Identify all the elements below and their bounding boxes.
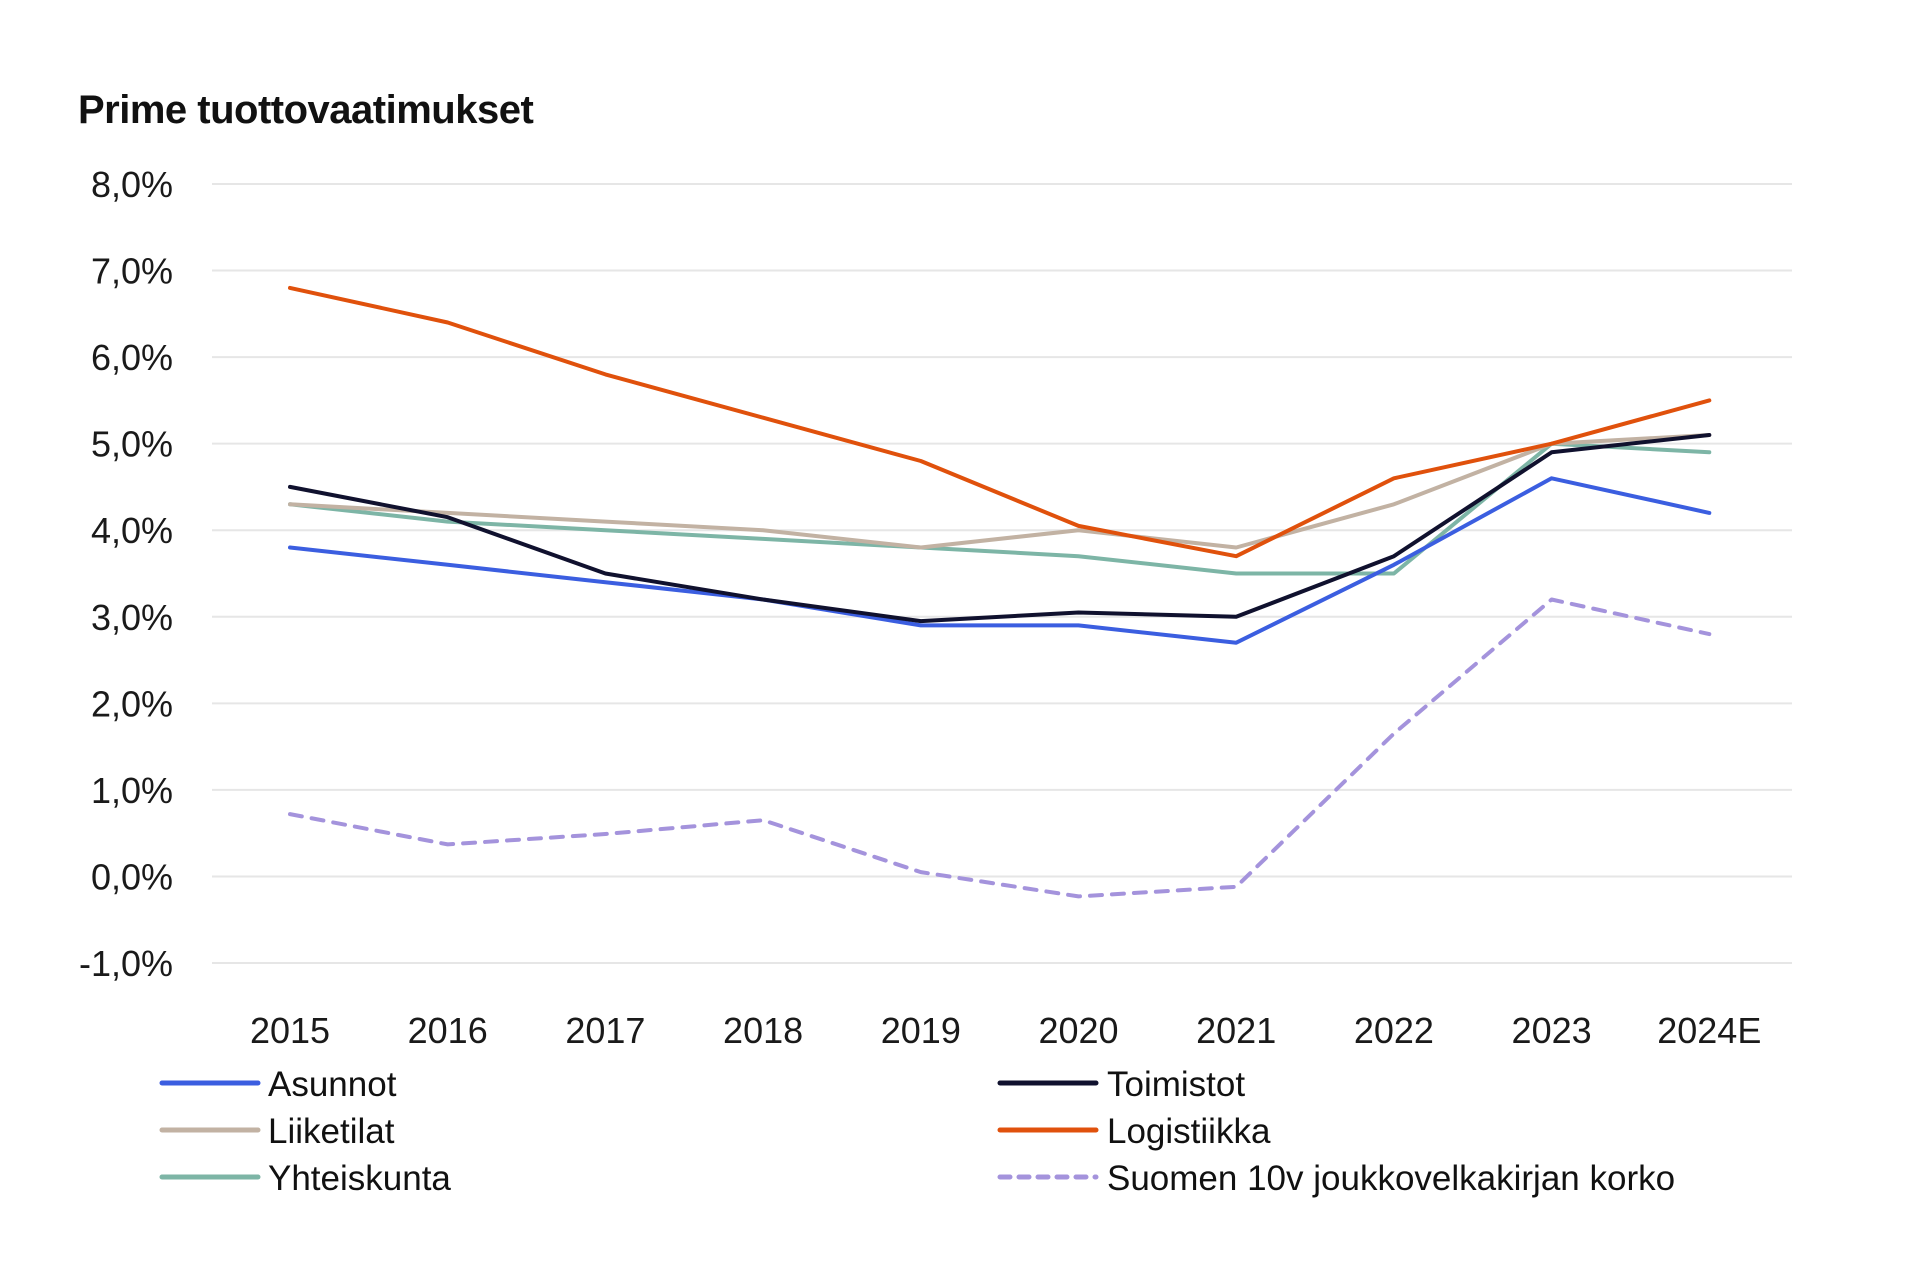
legend: Asunnot Toimistot Liiketilat Logistiikka Yht…	[159, 1065, 1675, 1198]
x-axis-ticks: 2015 2016 2017 2018 2019 2020 2021 2022 2023 2024…	[250, 1010, 1761, 1051]
legend-label: Toimistot	[1107, 1065, 1245, 1104]
y-axis-ticks: -1,0% 0,0% 1,0% 2,0% 3,0% 4,0% 5,0% 6,0% 7,0% 8,0…	[79, 164, 173, 984]
series-line-liiketilat	[288, 433, 1712, 550]
x-tick-label: 2021	[1196, 1010, 1276, 1051]
series-line-asunnot	[288, 476, 1712, 645]
y-tick-label: -1,0%	[79, 943, 173, 984]
series-line-suomen-10v-joukkovelkakirjan-korko	[288, 597, 1712, 899]
y-tick-label: 8,0%	[91, 164, 173, 205]
x-tick-label: 2022	[1354, 1010, 1434, 1051]
legend-label: Liiketilat	[268, 1112, 395, 1151]
legend-item: Toimistot	[997, 1065, 1245, 1104]
y-tick-label: 3,0%	[91, 597, 173, 638]
y-tick-label: 4,0%	[91, 510, 173, 551]
legend-label: Logistiikka	[1107, 1112, 1271, 1151]
series-lines	[288, 285, 1712, 899]
legend-item: Yhteiskunta	[159, 1159, 451, 1198]
x-tick-label: 2015	[250, 1010, 330, 1051]
x-tick-label: 2019	[881, 1010, 961, 1051]
series-line-yhteiskunta	[288, 441, 1712, 576]
x-tick-label: 2016	[408, 1010, 488, 1051]
chart-title: Prime tuottovaatimukset	[78, 88, 534, 132]
legend-label: Asunnot	[268, 1065, 397, 1104]
x-tick-label: 2018	[723, 1010, 803, 1051]
series-line-toimistot	[288, 433, 1712, 624]
gridlines	[212, 183, 1792, 964]
legend-label: Yhteiskunta	[268, 1159, 451, 1198]
x-tick-label: 2024E	[1657, 1010, 1761, 1051]
legend-item: Asunnot	[159, 1065, 397, 1104]
legend-item: Liiketilat	[159, 1112, 395, 1151]
y-tick-label: 5,0%	[91, 424, 173, 465]
y-tick-label: 0,0%	[91, 856, 173, 897]
x-tick-label: 2023	[1512, 1010, 1592, 1051]
y-tick-label: 7,0%	[91, 251, 173, 292]
series-line-logistiikka	[288, 285, 1712, 559]
legend-item: Logistiikka	[997, 1112, 1271, 1151]
legend-item: Suomen 10v joukkovelkakirjan korko	[997, 1159, 1675, 1198]
y-tick-label: 6,0%	[91, 337, 173, 378]
y-tick-label: 1,0%	[91, 770, 173, 811]
x-tick-label: 2020	[1038, 1010, 1118, 1051]
legend-label: Suomen 10v joukkovelkakirjan korko	[1107, 1159, 1675, 1198]
x-tick-label: 2017	[565, 1010, 645, 1051]
y-tick-label: 2,0%	[91, 683, 173, 724]
